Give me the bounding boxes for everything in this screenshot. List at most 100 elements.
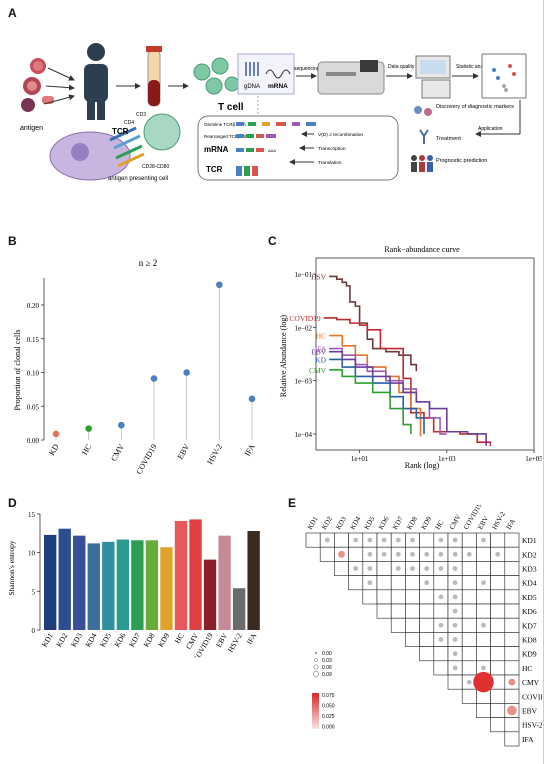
correlation-dot	[424, 580, 430, 586]
matrix-cell	[461, 646, 477, 662]
x-tick-label: KD3	[69, 631, 84, 648]
cd3-label: CD3	[136, 112, 146, 118]
computer-icon	[415, 55, 451, 99]
correlation-dot	[452, 665, 458, 671]
correlation-dot	[353, 537, 359, 543]
series-line	[329, 334, 422, 437]
germline-label: Germline TCRβ DNA	[204, 122, 246, 127]
x-tick-label: 1e+01	[351, 455, 369, 463]
cd4-label: CD4	[124, 120, 134, 126]
bar	[73, 535, 86, 630]
x-tick-label: 1e+05	[525, 455, 542, 463]
bar	[203, 559, 217, 630]
virus-icon	[21, 58, 54, 112]
correlation-dot	[452, 580, 458, 586]
correlation-dot	[424, 551, 430, 557]
matrix-cell	[504, 617, 520, 633]
row-label: IFA	[522, 735, 534, 744]
correlation-dot	[410, 566, 415, 571]
column-label: EBV	[476, 515, 490, 531]
matrix-cell	[490, 660, 506, 676]
page-edge-rule	[543, 0, 544, 764]
bar	[145, 540, 159, 630]
antigen-label: antigen	[20, 125, 43, 132]
column-label: KD1	[306, 515, 320, 531]
column-label: KD2	[320, 515, 334, 531]
sequencing-label: sequencing	[294, 66, 320, 72]
correlation-dot	[452, 551, 458, 557]
data-point	[85, 425, 92, 432]
discovery-label: Discovery of diagnostic markers	[436, 104, 514, 110]
correlation-dot	[395, 537, 401, 543]
matrix-cell	[476, 632, 491, 647]
matrix-cell	[490, 632, 506, 647]
row-label: KD3	[522, 565, 537, 574]
volcano-plot-icon	[481, 53, 527, 99]
data-point	[150, 375, 158, 382]
series-label: HSV	[311, 272, 327, 281]
matrix-cell	[405, 575, 420, 591]
gdna-label: gDNA	[244, 84, 260, 90]
matrix-cell	[476, 703, 491, 718]
matrix-cell	[461, 617, 477, 633]
matrix-cell	[461, 575, 477, 591]
vdj-process-box	[197, 115, 399, 181]
matrix-cell	[504, 688, 520, 704]
matrix-cell	[504, 561, 520, 576]
correlation-dot	[481, 665, 486, 671]
y-tick-label: 0.10	[27, 370, 40, 378]
matrix-cell	[461, 532, 477, 548]
matrix-cell	[461, 589, 477, 605]
correlation-dot	[367, 580, 373, 586]
row-label: KD1	[522, 536, 537, 545]
y-tick-label: 1e−04	[294, 431, 312, 439]
box-tcr-label: TCR	[206, 165, 223, 174]
size-legend-dot	[314, 658, 318, 662]
x-tick-label: KD4	[83, 631, 98, 648]
x-tick-label: IFA	[243, 442, 257, 457]
correlation-dot	[481, 580, 486, 586]
y-tick-label: 1e−03	[294, 378, 312, 386]
correlation-dot	[395, 566, 401, 571]
chart-b-title: n ≥ 2	[139, 258, 157, 268]
column-label: KD6	[377, 515, 391, 531]
chart-d-ylabel: Shannon's entropy	[7, 540, 16, 596]
matrix-cell	[490, 589, 506, 605]
correlation-dot	[438, 551, 444, 557]
matrix-cell	[461, 632, 477, 647]
vdj-label: V(D) J recombination	[318, 132, 363, 138]
correlation-dot	[410, 551, 415, 557]
correlation-dot	[438, 637, 444, 642]
transcription-label: Transcription	[318, 146, 346, 152]
matrix-cell	[504, 532, 520, 548]
matrix-cell	[504, 646, 520, 662]
matrix-cell	[476, 546, 491, 562]
x-tick-label: KD7	[127, 631, 142, 648]
series-label: COVID19	[289, 314, 320, 323]
y-tick-label: 0	[32, 627, 36, 635]
x-tick-label: EBV	[176, 442, 192, 461]
matrix-cell	[390, 575, 406, 591]
mrna-label: mRNA	[268, 83, 288, 90]
matrix-cell	[461, 561, 477, 576]
matrix-cell	[334, 532, 349, 548]
matrix-cell	[390, 617, 406, 633]
chart-b-ylabel: Proportion of clonal cells	[13, 329, 22, 410]
rearranged-label: Rearranged TCRβ DNA	[204, 134, 252, 139]
matrix-cell	[476, 646, 491, 662]
translation-label: Translation	[318, 160, 342, 166]
correlation-dot	[452, 594, 458, 600]
chart-c-ylabel: Relative Abundance (log)	[279, 315, 288, 398]
x-tick-label: KD9	[156, 631, 171, 648]
correlation-dot	[381, 551, 387, 557]
series-line	[329, 350, 487, 446]
matrix-cell	[376, 561, 392, 576]
correlation-dot	[495, 551, 501, 557]
tcr-label: TCR	[112, 127, 129, 136]
column-label: KD4	[349, 515, 363, 531]
matrix-cell	[362, 589, 378, 605]
matrix-cell	[433, 603, 449, 619]
matrix-cell	[390, 603, 406, 619]
matrix-cell	[504, 731, 520, 747]
